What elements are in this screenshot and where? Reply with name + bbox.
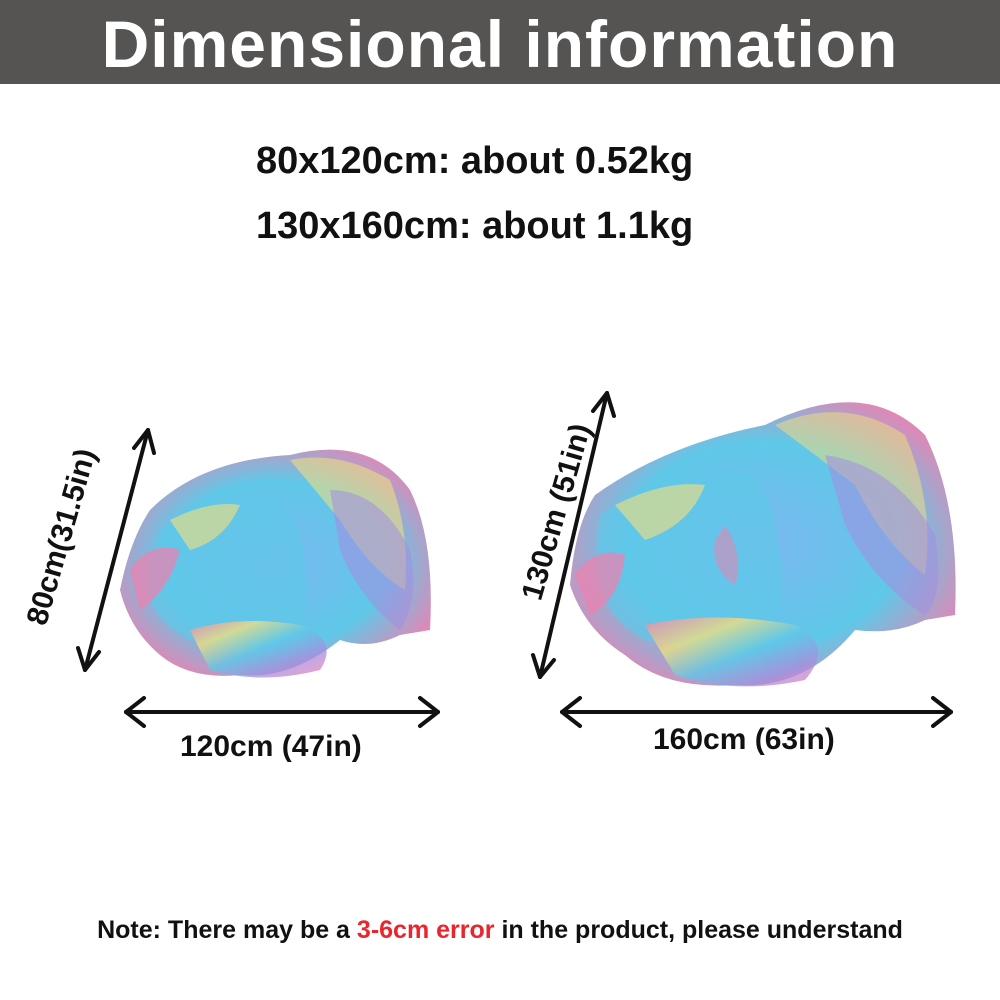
height-arrow	[76, 428, 156, 672]
small-width-label: 120cm (47in)	[180, 730, 362, 763]
small-blanket-illustration	[76, 428, 440, 728]
spec-weight-large: 130x160cm: about 1.1kg	[256, 205, 694, 247]
width-arrow	[560, 696, 953, 728]
disclaimer-note: Note: There may be a 3-6cm error in the …	[0, 916, 1000, 945]
large-blanket-figure: 130cm (51in) 160cm (63in)	[495, 355, 975, 775]
large-width-label: 160cm (63in)	[653, 723, 835, 756]
height-arrow	[531, 391, 616, 679]
note-suffix: in the product, please understand	[494, 916, 903, 944]
small-blanket-figure: 80cm(31.5in) 120cm (47in)	[21, 400, 470, 780]
spec-weight-small: 80x120cm: about 0.52kg	[256, 140, 694, 182]
width-arrow	[124, 696, 440, 728]
large-blanket-illustration	[531, 391, 956, 728]
note-prefix: Note: There may be a	[97, 916, 357, 944]
header-banner: Dimensional information	[0, 0, 1000, 84]
blanket-shape	[570, 402, 956, 687]
page-title: Dimensional information	[101, 7, 899, 81]
blanket-shape	[120, 449, 431, 678]
note-highlight: 3-6cm error	[356, 916, 495, 944]
